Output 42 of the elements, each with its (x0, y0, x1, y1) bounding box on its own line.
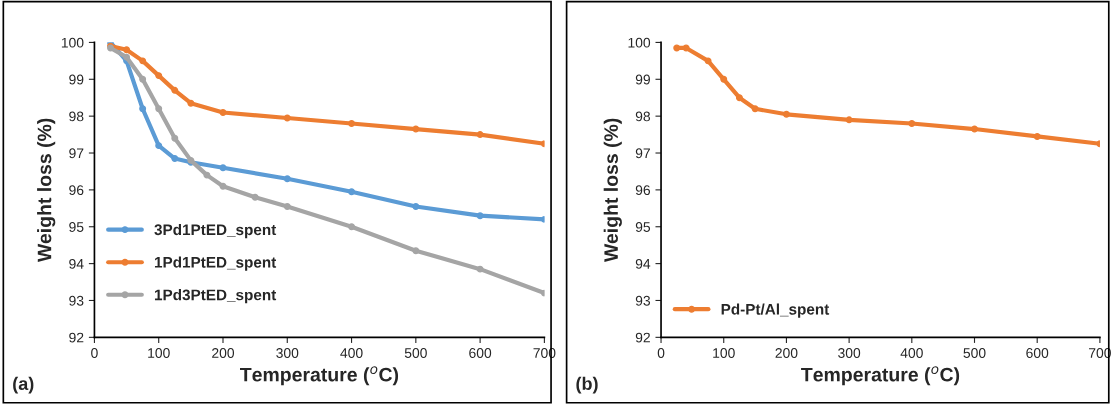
x-tick-label: 400 (900, 348, 923, 358)
x-tick-label: 100 (148, 348, 170, 358)
x-tick-label: 500 (963, 348, 986, 358)
legend-label: Pd-Pt/Al_spent (721, 303, 830, 318)
x-tick-label: 200 (775, 348, 798, 358)
y-tick-label: 98 (635, 111, 651, 122)
y-tick-label: 100 (628, 37, 651, 48)
y-tick-label: 95 (69, 222, 84, 232)
legend-label: 1Pd3PtED_spent (154, 289, 277, 304)
text: (b) (576, 376, 598, 394)
x-tick-label: 0 (91, 348, 98, 358)
legend-label: 1Pd1PtED_spent (154, 256, 277, 271)
x-tick-label: 600 (469, 348, 492, 358)
x-tick-label: 300 (838, 348, 861, 358)
y-axis-title: Weight loss (%) (37, 118, 56, 263)
x-axis-title: Temperature ($^{o}$C) (801, 366, 960, 386)
y-tick-label: 94 (635, 258, 651, 269)
y-tick-label: 98 (69, 111, 84, 122)
y-tick-label: 96 (69, 185, 84, 196)
y-tick-label: 92 (635, 332, 650, 343)
y-tick-label: 97 (635, 148, 650, 159)
y-tick-label: 95 (635, 222, 651, 232)
x-tick-label: 600 (1026, 348, 1049, 358)
x-tick-label: 500 (404, 348, 427, 358)
y-tick-label: 94 (69, 258, 84, 269)
text: (a) (13, 376, 34, 394)
y-tick-label: 93 (69, 295, 84, 306)
x-tick-label: 100 (713, 348, 735, 358)
y-tick-label: 92 (69, 332, 84, 343)
x-tick-label: 300 (276, 348, 299, 358)
y-tick-label: 93 (635, 295, 651, 306)
y-tick-label: 99 (69, 74, 84, 85)
y-axis-title: Weight loss (%) (603, 118, 622, 263)
legend-label: 3Pd1PtED_spent (154, 223, 277, 239)
x-tick-label: 400 (340, 348, 363, 358)
y-tick-label: 96 (635, 185, 651, 196)
x-tick-label: 200 (212, 348, 235, 358)
x-tick-label: 0 (657, 348, 665, 358)
y-tick-label: 97 (69, 148, 84, 159)
y-tick-label: 99 (635, 74, 650, 85)
y-tick-label: 100 (61, 37, 84, 48)
x-axis-title: Temperature ($^{o}$C) (240, 366, 399, 386)
